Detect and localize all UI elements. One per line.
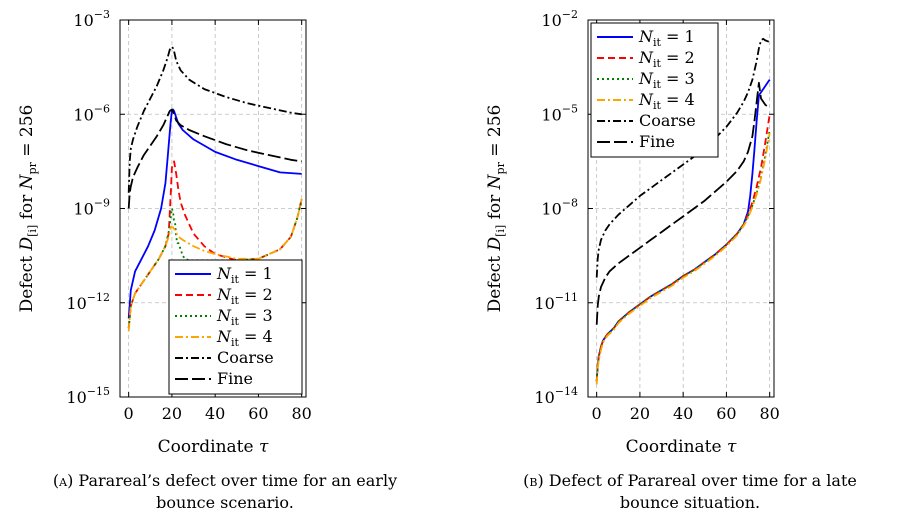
chart-panel-b: 0 20 40 60 80 10−14 10−11 10−8 10−5 10−2 Coordinat…	[485, 8, 780, 457]
legend-label-5: Coarse	[639, 111, 696, 130]
caption-a-text: Parareal’s defect over time for an early…	[78, 471, 398, 512]
legend-label-6: Fine	[217, 369, 253, 388]
y-tick-label: 10−12	[66, 291, 110, 313]
legend-label-2: Nit = 2	[638, 48, 695, 70]
x-tick-label: 60	[716, 404, 736, 423]
x-axis-label: Coordinate τ	[158, 437, 269, 457]
y-tick-label: 10−6	[73, 102, 110, 124]
legend-box	[168, 259, 303, 395]
series-line-1	[127, 108, 302, 319]
legend-box	[590, 22, 719, 158]
legend-label-1: Nit = 1	[216, 264, 273, 286]
legend-label-4: Nit = 4	[638, 90, 695, 112]
legend-label-4: Nit = 4	[216, 327, 273, 349]
caption-b: (b) Defect of Parareal over time for a l…	[500, 470, 880, 514]
y-tick-label: 10−5	[541, 102, 578, 124]
series-line-2	[595, 114, 771, 382]
x-tick-label: 60	[248, 404, 268, 423]
x-tick-label: 0	[592, 404, 602, 423]
caption-a-label: (a)	[52, 471, 74, 490]
y-axis-label: Defect D[i] for Npr = 256	[17, 105, 39, 313]
x-tick-label: 80	[291, 404, 311, 423]
legend-label-1: Nit = 1	[638, 27, 695, 49]
x-tick-label: 0	[124, 404, 134, 423]
legend-label-5: Coarse	[217, 348, 274, 367]
y-axis-label: Defect D[i] for Npr = 256	[485, 105, 507, 313]
y-tick-label: 10−11	[534, 291, 578, 313]
series-line-6	[595, 81, 771, 325]
x-tick-label: 20	[162, 404, 182, 423]
x-tick-label: 80	[759, 404, 779, 423]
x-tick-label: 20	[630, 404, 650, 423]
series-line-3	[127, 198, 303, 328]
series-line-4	[127, 198, 303, 332]
figure: 0 20 40 60 80 10−15 10−12 10−9 10−6 10−3 Coordinat…	[17, 8, 780, 457]
series-line-5	[127, 45, 302, 193]
y-tick-label: 10−2	[541, 8, 578, 30]
legend-label-3: Nit = 3	[216, 306, 273, 328]
x-axis-label: Coordinate τ	[626, 437, 737, 457]
caption-a: (a) Parareal’s defect over time for an e…	[35, 470, 415, 514]
series-line-6	[127, 108, 302, 209]
chart-panel-a: 0 20 40 60 80 10−15 10−12 10−9 10−6 10−3 Coordinat…	[17, 8, 312, 457]
caption-b-label: (b)	[523, 471, 544, 490]
caption-b-text: Defect of Parareal over time for a late …	[548, 471, 857, 512]
legend-label-6: Fine	[639, 132, 675, 151]
y-tick-label: 10−3	[73, 8, 110, 30]
legend-label-3: Nit = 3	[638, 69, 695, 91]
y-tick-label: 10−9	[73, 197, 110, 219]
y-tick-label: 10−14	[534, 385, 578, 407]
legend-label-2: Nit = 2	[216, 285, 273, 307]
series-line-4	[595, 132, 771, 385]
y-tick-label: 10−8	[541, 197, 578, 219]
x-tick-label: 40	[673, 404, 693, 423]
x-tick-label: 40	[205, 404, 225, 423]
y-tick-label: 10−15	[66, 385, 110, 407]
